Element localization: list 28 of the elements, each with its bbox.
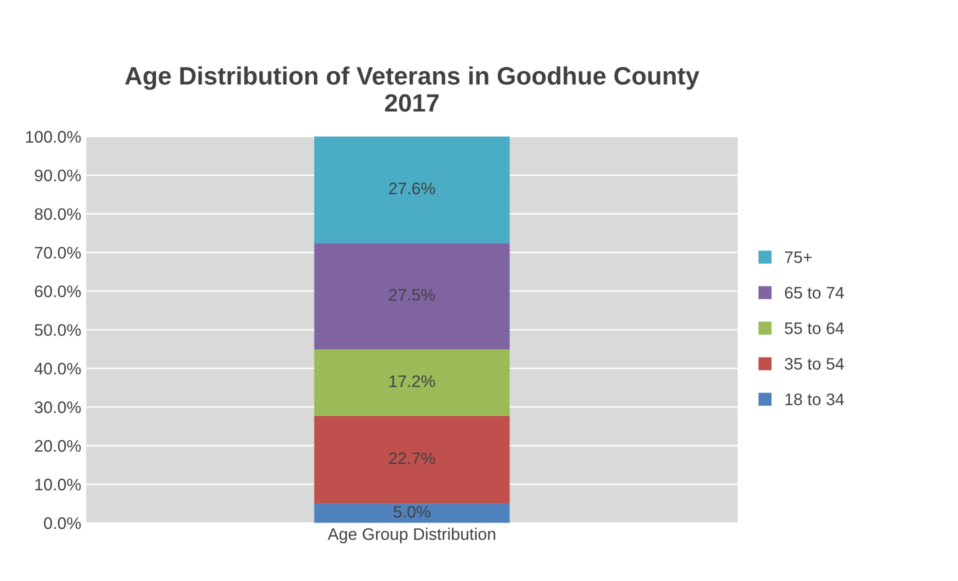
legend-label: 65 to 74	[785, 286, 844, 299]
bar	[314, 504, 510, 523]
data-label: 17.2%	[390, 375, 435, 388]
y-tick-label: 100.0%	[26, 130, 81, 143]
y-tick-label: 20.0%	[34, 440, 81, 452]
y-tick-label: 10.0%	[35, 478, 81, 490]
legend-label: 55 to 64	[784, 322, 844, 334]
data-label: 27.6%	[389, 182, 435, 194]
legend-label: 18 to 34	[785, 393, 844, 406]
data-label: 27.5%	[389, 288, 435, 301]
y-tick-label: 0.0%	[44, 517, 81, 530]
bar	[314, 243, 510, 350]
y-tick-label: 70.0%	[34, 246, 81, 259]
y-tick-label: 50.0%	[34, 324, 81, 336]
y-tick-label: 30.0%	[34, 401, 81, 414]
x-tick-label: Age Group Distribution	[328, 528, 496, 544]
bar	[314, 349, 510, 416]
bar	[314, 136, 510, 244]
legend-label: 35 to 54	[784, 358, 844, 370]
data-label: 5.0%	[394, 506, 430, 518]
bar	[314, 416, 510, 504]
y-tick-label: 40.0%	[34, 362, 81, 375]
y-tick-label: 80.0%	[34, 208, 81, 220]
y-tick-label: 90.0%	[34, 170, 81, 182]
chart-title: Age Distribution of Veterans in Goodhue County 2017	[125, 66, 700, 112]
y-tick-label: 60.0%	[34, 285, 81, 298]
legend-label: 75+	[785, 251, 812, 264]
data-label: 22.7%	[389, 452, 435, 464]
